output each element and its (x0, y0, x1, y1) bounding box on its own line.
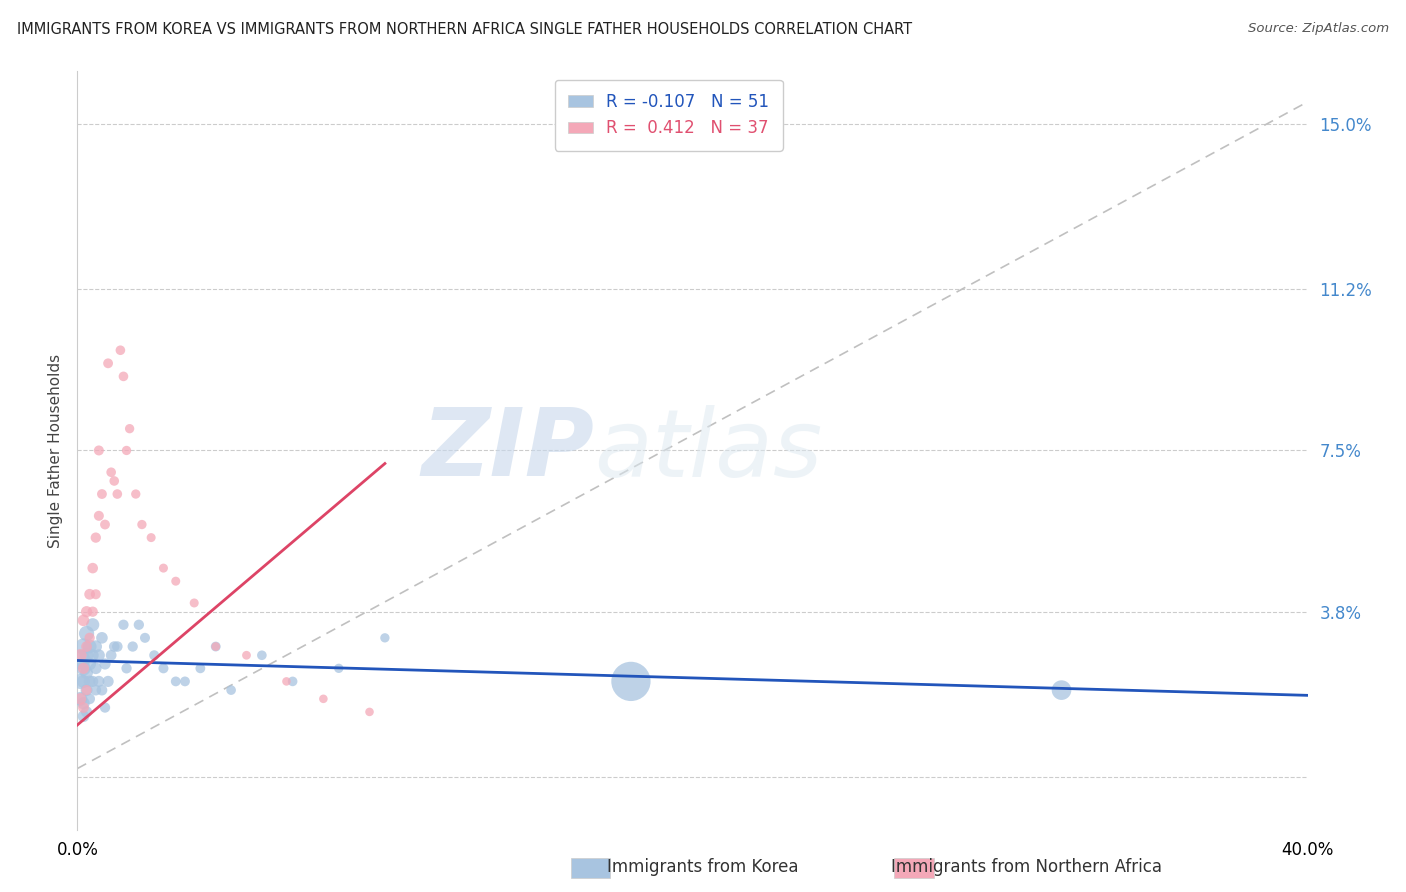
Point (82, 561, 104, 575)
Point (141, 531, 163, 545)
Point (97, 356, 120, 370)
Point (76, 705, 98, 719)
Point (79, 691, 101, 706)
Point (90, 631, 114, 645)
Point (84, 587, 107, 601)
Point (76, 626, 98, 640)
Point (1050, 683, 1073, 698)
Point (69, 652, 91, 666)
Point (84, 661, 107, 675)
Point (165, 674, 187, 689)
Point (76, 665, 98, 680)
Point (115, 661, 138, 675)
Point (183, 596, 205, 610)
Text: atlas: atlas (595, 405, 823, 496)
Point (112, 369, 135, 384)
Point (69, 674, 91, 689)
Point (121, 640, 143, 654)
Point (100, 465, 122, 479)
Y-axis label: Single Father Households: Single Father Households (48, 353, 63, 548)
Point (620, 674, 643, 689)
Point (235, 648, 257, 663)
Point (87, 648, 110, 663)
Point (79, 587, 101, 601)
Point (128, 617, 150, 632)
Point (84, 531, 107, 545)
Point (250, 648, 273, 663)
Point (90, 683, 114, 698)
Text: Source: ZipAtlas.com: Source: ZipAtlas.com (1249, 22, 1389, 36)
Point (312, 691, 335, 706)
Point (100, 648, 122, 663)
Point (79, 631, 101, 645)
Point (79, 657, 101, 671)
Point (125, 487, 148, 501)
Point (94, 657, 117, 671)
Point (76, 683, 98, 698)
Point (84, 683, 107, 698)
Point (76, 648, 98, 663)
Point (143, 648, 166, 663)
Point (90, 487, 114, 501)
Point (76, 640, 98, 654)
Point (69, 691, 91, 706)
Point (97, 674, 120, 689)
Point (103, 640, 125, 654)
Legend: R = -0.107   N = 51, R =  0.412   N = 37: R = -0.107 N = 51, R = 0.412 N = 37 (554, 79, 783, 151)
Point (152, 661, 174, 675)
Point (76, 683, 98, 698)
Text: Immigrants from Korea: Immigrants from Korea (607, 858, 799, 876)
Point (118, 422, 141, 436)
Point (76, 605, 98, 619)
Point (204, 640, 226, 654)
Point (87, 508, 110, 523)
Point (105, 640, 128, 654)
Point (82, 617, 104, 632)
Point (105, 487, 128, 501)
Point (110, 343, 132, 358)
Point (115, 443, 138, 458)
Text: Immigrants from Northern Africa: Immigrants from Northern Africa (891, 858, 1161, 876)
Point (84, 640, 107, 654)
Point (72, 661, 94, 675)
Point (87, 674, 110, 689)
Point (103, 474, 125, 488)
Point (112, 617, 135, 632)
Point (87, 443, 110, 458)
Text: IMMIGRANTS FROM KOREA VS IMMIGRANTS FROM NORTHERN AFRICA SINGLE FATHER HOUSEHOLD: IMMIGRANTS FROM KOREA VS IMMIGRANTS FROM… (17, 22, 912, 37)
Point (374, 631, 396, 645)
Point (72, 709, 94, 723)
Point (94, 700, 117, 714)
Point (79, 674, 101, 689)
Point (174, 674, 197, 689)
Point (328, 661, 350, 675)
Point (131, 517, 153, 532)
Point (72, 614, 94, 628)
Point (165, 574, 187, 589)
Point (359, 705, 381, 719)
Point (72, 640, 94, 654)
Point (69, 648, 91, 663)
Point (281, 674, 304, 689)
Point (69, 691, 91, 706)
Point (188, 661, 212, 675)
Point (72, 661, 94, 675)
Point (204, 640, 226, 654)
Point (82, 648, 104, 663)
Point (219, 683, 242, 698)
Point (276, 674, 298, 689)
Point (72, 700, 94, 714)
Point (134, 631, 156, 645)
Point (79, 640, 101, 654)
Text: ZIP: ZIP (422, 404, 595, 497)
Point (82, 605, 104, 619)
Point (72, 696, 94, 710)
Point (72, 674, 94, 689)
Point (152, 561, 174, 575)
Point (82, 674, 104, 689)
Point (94, 517, 117, 532)
